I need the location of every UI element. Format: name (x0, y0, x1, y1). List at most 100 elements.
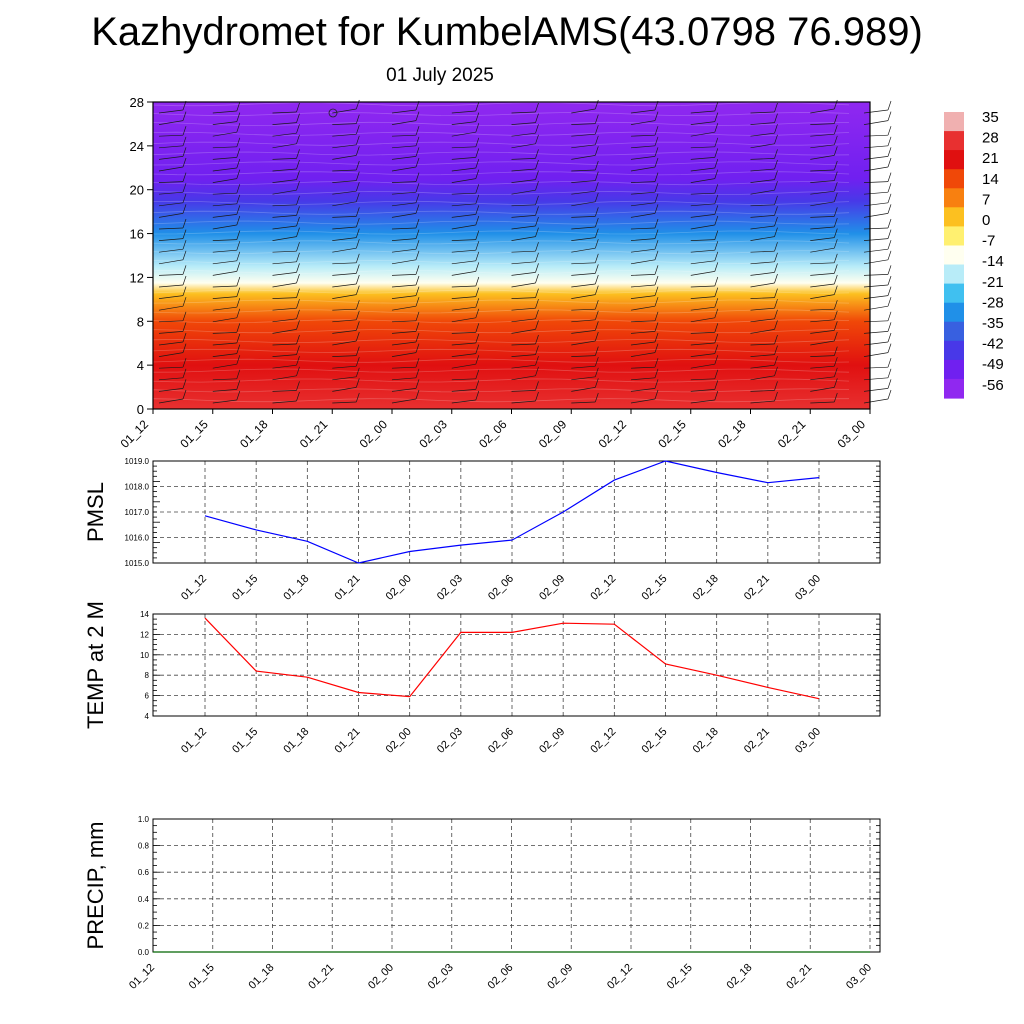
wind-barb-flag (714, 215, 719, 226)
isotherm-line (152, 250, 850, 255)
wind-barb-flag (887, 136, 892, 146)
wind-barb-flag (475, 308, 480, 318)
wind-barb-flag (535, 273, 539, 284)
wind-barb-shaft (571, 216, 596, 218)
wind-barb-shaft (690, 110, 715, 114)
wind-barb-shaft (212, 271, 237, 276)
wind-barb-shaft (690, 167, 715, 172)
wind-barb-shaft (451, 131, 476, 137)
wind-barb-shaft (750, 111, 775, 114)
wind-barb-shaft (212, 131, 237, 137)
wind-barb-shaft (690, 121, 715, 125)
wind-barb-shaft (391, 166, 417, 172)
wind-barb-flag (475, 184, 480, 194)
wind-barb-shaft (332, 237, 357, 241)
heatmap-x-tick-label: 02_09 (536, 417, 570, 451)
wind-barb-shaft (158, 274, 184, 276)
wind-barb-flag (833, 310, 838, 320)
wind-barb-shaft (571, 273, 596, 276)
wind-barb-shaft (332, 169, 357, 172)
heatmap-y-tick-label: 28 (130, 95, 144, 110)
wind-barb-shaft (511, 122, 536, 125)
wind-barb-shaft (630, 352, 656, 357)
colorbar-swatch (944, 302, 964, 323)
wind-barb-flag (654, 136, 659, 146)
isotherm-line (152, 388, 850, 393)
wind-barb-flag (887, 286, 892, 296)
wind-barb-flag (296, 381, 300, 391)
wind-barb-shaft (690, 363, 715, 369)
wind-barb-shaft (451, 260, 476, 265)
wind-barb-flag (355, 228, 360, 238)
wind-barb-flag (355, 239, 360, 249)
wind-barb-flag (594, 264, 599, 274)
wind-barb-shaft (863, 259, 889, 265)
heatmap-x-tick-label: 01_21 (297, 417, 331, 451)
wind-barb-flag (296, 181, 300, 191)
wind-barb-flag (415, 126, 420, 136)
wind-barb-shaft (511, 189, 536, 195)
wind-barb-shaft (332, 294, 357, 299)
wind-barb-shaft (212, 296, 237, 299)
wind-barb-shaft (332, 133, 357, 137)
isotherm-line (152, 358, 850, 363)
wind-barb-flag (415, 218, 420, 229)
wind-barb-flag (475, 194, 480, 204)
wind-barb-shaft (158, 305, 184, 311)
wind-barb-flag (475, 101, 480, 112)
wind-barb-flag (296, 334, 300, 345)
chart-subtitle: 01 July 2025 (386, 65, 494, 86)
wind-barb-shaft (391, 259, 417, 265)
wind-barb-flag (355, 217, 360, 228)
wind-barb-shaft (451, 378, 476, 381)
colorbar-swatch (944, 169, 964, 189)
wind-barb-shaft (332, 180, 357, 183)
wind-barb-flag (236, 323, 241, 333)
panel-frame (152, 818, 881, 953)
wind-barb-shaft (810, 330, 835, 334)
heatmap-x-tick-label: 01_12 (118, 417, 152, 451)
wind-barb-shaft (272, 179, 297, 183)
wind-barb-flag (774, 356, 778, 366)
wind-barb-shaft (212, 389, 237, 392)
wind-barb-flag (714, 276, 719, 287)
wind-barb-shaft (332, 216, 357, 218)
wind-barb-flag (594, 114, 599, 124)
wind-barb-shaft (810, 123, 835, 125)
wind-barb-flag (535, 149, 539, 159)
chart-title: Kazhydromet for KumbelAMS(43.0798 76.989… (91, 10, 923, 54)
wind-barb-flag (654, 275, 659, 286)
wind-barb-flag (594, 392, 599, 403)
wind-barb-flag (654, 379, 659, 389)
wind-barb-shaft (332, 365, 357, 369)
wind-barb-flag (236, 230, 241, 240)
wind-barb-flag (714, 287, 719, 297)
wind-barb-shaft (630, 388, 656, 392)
wind-barb-flag (415, 275, 420, 286)
isotherm-line (152, 200, 850, 205)
wind-barb-shaft (391, 331, 417, 334)
wind-barb-flag (236, 184, 241, 194)
wind-barb-shaft (690, 192, 715, 195)
wind-barb-flag (714, 355, 719, 365)
wind-barb-shaft (451, 203, 476, 207)
wind-barbs (158, 99, 892, 404)
wind-barb-shaft (332, 123, 357, 125)
wind-barb-flag (236, 169, 241, 179)
wind-barb-flag (236, 123, 241, 133)
wind-barb-flag (415, 389, 420, 400)
x-tick-label: 01_21 (333, 726, 363, 756)
wind-barb-flag (415, 193, 420, 203)
x-tick-label: 01_18 (281, 573, 311, 603)
wind-barb-shaft (272, 215, 297, 218)
colorbar-label: -14 (982, 253, 1004, 270)
wind-barb-shaft (690, 296, 715, 299)
wind-barb-shaft (332, 376, 357, 381)
wind-barb-shaft (810, 387, 835, 392)
wind-barb-flag (535, 113, 539, 123)
colorbar-swatch (944, 340, 964, 361)
wind-barb-flag (714, 205, 719, 215)
wind-barb-shaft (212, 178, 237, 183)
wind-barb-flag (887, 368, 892, 378)
wind-barb-shaft (571, 387, 596, 392)
